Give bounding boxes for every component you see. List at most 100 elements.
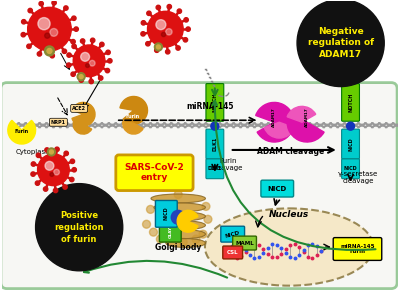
Circle shape [204,215,212,223]
Circle shape [100,42,104,47]
Circle shape [174,191,182,198]
Circle shape [73,45,105,77]
Circle shape [183,38,188,42]
Circle shape [154,43,162,51]
Circle shape [79,75,83,79]
Circle shape [81,52,90,61]
Circle shape [186,27,190,31]
Circle shape [90,38,95,42]
Circle shape [346,122,354,130]
Circle shape [37,52,42,56]
Circle shape [35,181,40,185]
Text: ADAM17: ADAM17 [305,107,309,127]
Circle shape [167,4,172,9]
Circle shape [31,162,36,166]
Circle shape [150,228,158,236]
Text: NICD: NICD [268,186,287,191]
Circle shape [79,78,84,82]
Circle shape [166,49,170,54]
Text: ACE2: ACE2 [72,106,86,111]
Circle shape [50,173,54,176]
Text: NOTCH: NOTCH [212,93,217,112]
FancyBboxPatch shape [333,238,382,260]
Circle shape [147,11,151,15]
Circle shape [21,33,26,37]
Text: Furin
cleavage: Furin cleavage [212,158,244,171]
FancyArrowPatch shape [212,101,376,250]
Circle shape [71,72,75,76]
Circle shape [80,39,85,43]
Circle shape [67,53,71,57]
FancyBboxPatch shape [261,180,294,197]
Circle shape [38,154,69,186]
Circle shape [38,17,50,30]
Circle shape [155,48,159,52]
Circle shape [171,210,185,224]
Circle shape [70,177,74,182]
Circle shape [192,235,200,243]
Circle shape [54,169,60,175]
Circle shape [211,122,219,130]
Text: Furin: Furin [15,129,29,134]
Ellipse shape [151,194,206,203]
Circle shape [36,184,123,271]
FancyBboxPatch shape [342,84,360,121]
FancyBboxPatch shape [342,129,360,159]
Circle shape [64,6,68,10]
Text: Furin: Furin [126,114,140,119]
Text: miRNA-145
Furin: miRNA-145 Furin [340,244,375,254]
FancyBboxPatch shape [1,83,397,289]
Circle shape [179,238,187,246]
Circle shape [70,159,74,164]
Ellipse shape [157,212,206,221]
Circle shape [44,46,54,56]
Text: MAML: MAML [235,241,254,246]
FancyBboxPatch shape [206,159,224,179]
Circle shape [146,205,154,213]
Wedge shape [287,116,324,142]
Text: DLK1: DLK1 [212,137,217,151]
Circle shape [45,162,54,170]
Circle shape [64,151,68,156]
Wedge shape [120,97,148,124]
Circle shape [52,1,56,5]
Circle shape [86,64,89,68]
Circle shape [199,230,207,238]
FancyBboxPatch shape [223,246,242,259]
Text: NICD: NICD [225,230,241,239]
Circle shape [98,76,103,80]
Circle shape [146,42,150,46]
Circle shape [156,5,160,10]
Circle shape [142,220,150,228]
Circle shape [184,18,188,22]
Wedge shape [256,102,294,142]
Circle shape [71,40,75,44]
Text: Nucleus: Nucleus [269,210,309,219]
Ellipse shape [154,203,206,212]
Text: Cytoplasm: Cytoplasm [15,149,52,155]
Circle shape [72,168,76,172]
Text: OLAY: OLAY [168,226,172,238]
Wedge shape [73,121,92,134]
FancyBboxPatch shape [206,129,224,159]
Text: NICD: NICD [164,207,169,220]
Circle shape [106,50,110,54]
FancyBboxPatch shape [159,222,181,242]
Text: NICD: NICD [344,166,357,171]
Circle shape [62,49,66,54]
Ellipse shape [205,208,373,286]
Text: NOTCH: NOTCH [348,93,353,112]
Circle shape [177,9,182,13]
Circle shape [202,203,210,210]
Circle shape [27,44,31,49]
Text: miRNA-145: miRNA-145 [186,102,234,111]
Circle shape [45,33,50,38]
Circle shape [148,11,183,47]
Circle shape [156,20,166,30]
FancyArrowPatch shape [84,261,227,278]
Wedge shape [72,102,95,126]
Wedge shape [287,107,316,122]
Circle shape [297,0,384,86]
Text: Golgi body: Golgi body [155,242,201,251]
Circle shape [47,48,52,53]
